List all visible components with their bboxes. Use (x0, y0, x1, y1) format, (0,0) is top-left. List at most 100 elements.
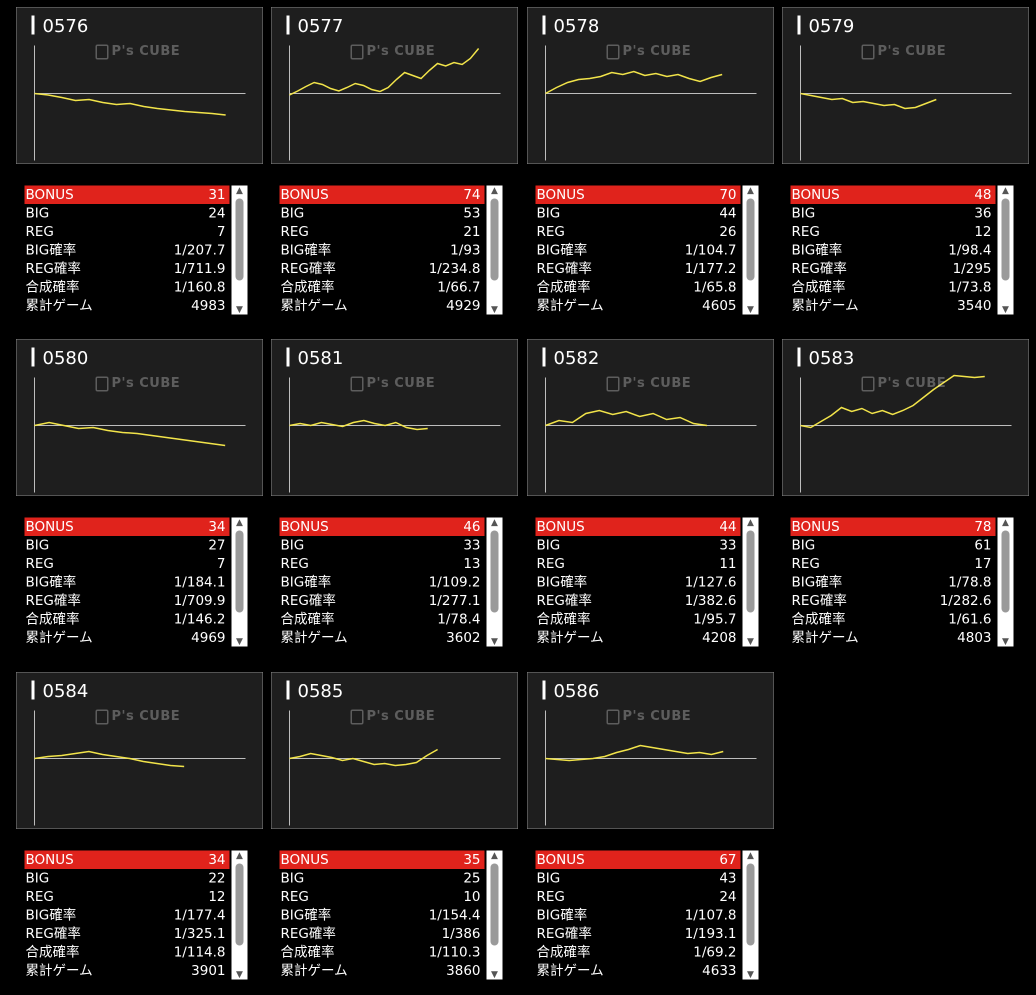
stats-scrollbar[interactable]: ▲ ▼ (486, 185, 503, 315)
scroll-thumb[interactable] (235, 198, 244, 281)
stat-value: 35 (463, 852, 481, 868)
stats-scrollbar[interactable]: ▲ ▼ (742, 850, 759, 980)
stat-value: 1/234.8 (428, 261, 481, 277)
stat-value: 48 (974, 187, 992, 203)
scroll-up-icon[interactable]: ▲ (747, 517, 754, 528)
machine-card[interactable]: 0581 P's CUBE BONUS 46 BIG 33 REG 13 BIG確率 1/109.… (271, 339, 518, 647)
reg-rate-row: REG確率 1/177.2 (536, 260, 741, 279)
machine-card[interactable]: 0580 P's CUBE BONUS 34 BIG 27 REG 7 BIG確率 1/184.1… (16, 339, 263, 647)
stat-value: 1/114.8 (173, 944, 226, 961)
stat-label: BIG確率 (536, 574, 588, 591)
scroll-down-icon[interactable]: ▼ (491, 969, 498, 980)
cube-icon (350, 376, 364, 392)
stats-scrollbar[interactable]: ▲ ▼ (997, 517, 1014, 647)
machine-card[interactable]: 0576 P's CUBE BONUS 31 BIG 24 REG 7 BIG確率 1/207.7… (16, 7, 263, 315)
stat-value: 1/104.7 (684, 242, 737, 259)
stats-scrollbar[interactable]: ▲ ▼ (231, 185, 248, 315)
scroll-down-icon[interactable]: ▼ (236, 969, 243, 980)
stats-scrollbar[interactable]: ▲ ▼ (742, 185, 759, 315)
scroll-thumb[interactable] (1001, 530, 1010, 613)
watermark-text: P's CUBE (622, 43, 692, 59)
stats-scrollbar[interactable]: ▲ ▼ (486, 850, 503, 980)
watermark-logo: P's CUBE (350, 43, 436, 65)
scroll-thumb[interactable] (746, 863, 755, 946)
slump-graph-svg (289, 377, 501, 493)
scroll-up-icon[interactable]: ▲ (747, 185, 754, 196)
scroll-thumb[interactable] (746, 530, 755, 613)
cube-icon (350, 44, 364, 60)
stat-label: REG (791, 224, 820, 240)
stats-scrollbar[interactable]: ▲ ▼ (997, 185, 1014, 315)
reg-rate-row: REG確率 1/386 (280, 925, 485, 944)
slump-line (545, 409, 708, 427)
stat-value: 1/146.2 (173, 611, 226, 628)
scroll-down-icon[interactable]: ▼ (747, 636, 754, 647)
scroll-thumb[interactable] (235, 530, 244, 613)
scroll-up-icon[interactable]: ▲ (747, 850, 754, 861)
watermark-logo: P's CUBE (95, 375, 181, 397)
stat-value: 1/127.6 (684, 574, 737, 591)
stat-value: 33 (719, 537, 737, 554)
stats-scrollbar[interactable]: ▲ ▼ (231, 850, 248, 980)
stat-value: 31 (208, 187, 226, 203)
scroll-up-icon[interactable]: ▲ (1002, 517, 1009, 528)
scroll-thumb[interactable] (490, 863, 499, 946)
scroll-down-icon[interactable]: ▼ (1002, 636, 1009, 647)
scroll-thumb[interactable] (1001, 198, 1010, 281)
stat-label: BONUS (25, 519, 74, 535)
machine-card[interactable]: 0586 P's CUBE BONUS 67 BIG 43 REG 24 BIG確率 1/107.… (527, 672, 774, 980)
big-row: BIG 25 (280, 869, 485, 888)
watermark-text: P's CUBE (366, 375, 436, 391)
scroll-up-icon[interactable]: ▲ (236, 850, 243, 861)
card-header: 0582 (528, 340, 774, 368)
stat-label: BIG確率 (536, 907, 588, 924)
stat-value: 1/184.1 (173, 574, 226, 591)
machine-card[interactable]: 0583 P's CUBE BONUS 78 BIG 61 REG 17 BIG確率 1/78.8… (782, 339, 1029, 647)
machine-card[interactable]: 0582 P's CUBE BONUS 44 BIG 33 REG 11 BIG確率 1/127.… (527, 339, 774, 647)
machine-card[interactable]: 0579 P's CUBE BONUS 48 BIG 36 REG 12 BIG確率 1/98.4… (782, 7, 1029, 315)
stats-scrollbar[interactable]: ▲ ▼ (231, 517, 248, 647)
scroll-up-icon[interactable]: ▲ (236, 185, 243, 196)
machine-card[interactable]: 0577 P's CUBE BONUS 74 BIG 53 REG 21 BIG確率 1/93 RE… (271, 7, 518, 315)
scroll-thumb[interactable] (490, 198, 499, 281)
scroll-down-icon[interactable]: ▼ (236, 304, 243, 315)
scroll-up-icon[interactable]: ▲ (491, 517, 498, 528)
scroll-up-icon[interactable]: ▲ (1002, 185, 1009, 196)
card-header: 0585 (272, 673, 518, 701)
stat-value: 43 (719, 870, 737, 887)
stat-value: 1/110.3 (428, 944, 481, 961)
bonus-row: BONUS 34 (24, 850, 230, 869)
stat-value: 4605 (702, 298, 737, 314)
stat-label: 合成確率 (280, 611, 335, 628)
stat-value: 1/107.8 (684, 907, 737, 924)
reg-rate-row: REG確率 1/295 (791, 260, 996, 279)
card-header: 0586 (528, 673, 774, 701)
scroll-down-icon[interactable]: ▼ (236, 636, 243, 647)
scroll-up-icon[interactable]: ▲ (491, 185, 498, 196)
scroll-down-icon[interactable]: ▼ (491, 636, 498, 647)
scroll-down-icon[interactable]: ▼ (491, 304, 498, 315)
reg-row: REG 17 (791, 555, 996, 574)
cube-icon (606, 709, 620, 725)
machine-card[interactable]: 0585 P's CUBE BONUS 35 BIG 25 REG 10 BIG確率 1/154.… (271, 672, 518, 980)
machine-card[interactable]: 0584 P's CUBE BONUS 34 BIG 22 REG 12 BIG確率 1/177.… (16, 672, 263, 980)
scroll-thumb[interactable] (746, 198, 755, 281)
scroll-up-icon[interactable]: ▲ (236, 517, 243, 528)
scroll-down-icon[interactable]: ▼ (747, 969, 754, 980)
games-row: 累計ゲーム 3540 (791, 297, 996, 316)
stat-label: BIG (791, 537, 816, 554)
scroll-down-icon[interactable]: ▼ (1002, 304, 1009, 315)
stat-label: 合成確率 (791, 611, 846, 628)
scroll-up-icon[interactable]: ▲ (491, 850, 498, 861)
scroll-thumb[interactable] (490, 530, 499, 613)
scroll-down-icon[interactable]: ▼ (747, 304, 754, 315)
machine-card[interactable]: 0578 P's CUBE BONUS 70 BIG 44 REG 26 BIG確率 1/104.… (527, 7, 774, 315)
stats-scrollbar[interactable]: ▲ ▼ (742, 517, 759, 647)
bonus-row: BONUS 78 (790, 517, 996, 536)
watermark-text: P's CUBE (622, 708, 692, 724)
big-rate-row: BIG確率 1/104.7 (536, 241, 741, 260)
stat-label: 合成確率 (25, 279, 80, 296)
scroll-thumb[interactable] (235, 863, 244, 946)
stats-scrollbar[interactable]: ▲ ▼ (486, 517, 503, 647)
stat-label: REG (791, 556, 820, 572)
